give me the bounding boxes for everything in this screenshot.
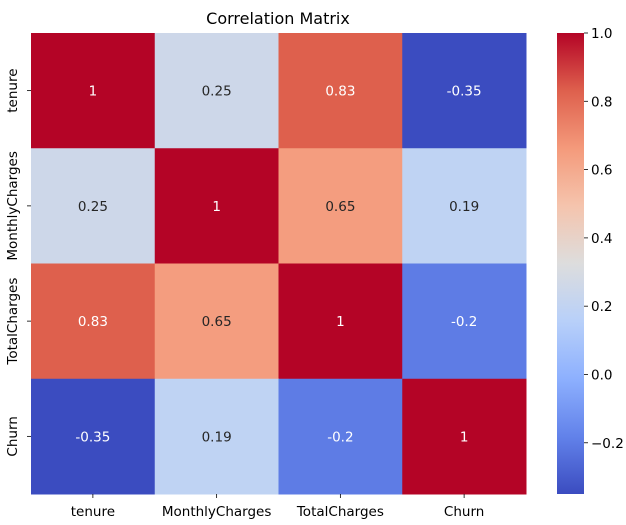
colorbar-tick-label: 1.0 [591, 26, 612, 42]
cell-value-label: 0.19 [449, 199, 479, 215]
heatmap-cell [31, 148, 156, 264]
heatmap-cell [31, 263, 156, 380]
heatmap-cell [278, 263, 403, 380]
cell-value-label: -0.35 [447, 84, 482, 100]
heatmap-cell [154, 263, 279, 380]
heatmap-cell [402, 263, 527, 380]
heatmap-cells [31, 33, 527, 495]
x-tick-label: tenure [71, 504, 115, 520]
colorbar [557, 33, 584, 494]
heatmap-cell [402, 148, 527, 264]
heatmap-cell [278, 148, 403, 264]
cell-value-label: -0.2 [327, 429, 353, 445]
colorbar-tick-label: 0.4 [591, 231, 612, 247]
cell-value-label: 0.25 [78, 199, 108, 215]
colorbar-ticks: 1.0 0.8 0.6 0.4 0.2 0.0 −0.2 [584, 26, 624, 452]
y-tick-label: tenure [5, 68, 21, 112]
colorbar-tick-label: 0.6 [591, 163, 612, 179]
chart-title: Correlation Matrix [206, 9, 350, 28]
colorbar-tick-label: 0.0 [591, 367, 612, 383]
colorbar-tick-label: 0.2 [591, 299, 612, 315]
cell-value-label: 0.19 [202, 429, 232, 445]
y-tick-label: MonthlyCharges [5, 151, 21, 261]
cell-value-label: -0.2 [451, 314, 477, 330]
cell-value-label: 1 [336, 314, 345, 330]
heatmap-cell [154, 148, 279, 264]
heatmap-cell [154, 378, 279, 495]
y-tick-label: Churn [5, 416, 21, 456]
cell-value-label: 1 [212, 199, 221, 215]
x-tick-label: TotalCharges [296, 504, 384, 520]
cell-value-label: 0.83 [78, 314, 108, 330]
cell-value-label: 0.65 [325, 199, 355, 215]
cell-value-label: 0.25 [202, 84, 232, 100]
heatmap-cell [154, 33, 279, 149]
x-axis-ticks: tenure MonthlyCharges TotalCharges Churn [71, 494, 484, 520]
heatmap-cell-labels: 1 0.25 0.83 -0.35 0.25 1 0.65 0.19 0.83 0.65 1 -0.2… [75, 84, 481, 446]
cell-value-label: 1 [460, 429, 469, 445]
cell-value-label: 0.65 [202, 314, 232, 330]
y-axis-ticks: tenure MonthlyCharges TotalCharges Churn [5, 68, 31, 457]
colorbar-tick-label: 0.8 [591, 94, 612, 110]
heatmap-cell [278, 378, 403, 495]
cell-value-label: 0.83 [325, 84, 355, 100]
cell-value-label: 1 [89, 84, 98, 100]
heatmap-cell [31, 378, 156, 495]
heatmap-cell [402, 33, 527, 149]
cell-value-label: -0.35 [75, 429, 110, 445]
y-tick-label: TotalCharges [5, 278, 21, 366]
x-tick-label: Churn [444, 504, 484, 520]
heatmap-cell [278, 33, 403, 149]
heatmap-cell [31, 33, 156, 149]
x-tick-label: MonthlyCharges [162, 504, 272, 520]
colorbar-tick-label: −0.2 [591, 436, 624, 452]
heatmap-cell [402, 378, 527, 495]
